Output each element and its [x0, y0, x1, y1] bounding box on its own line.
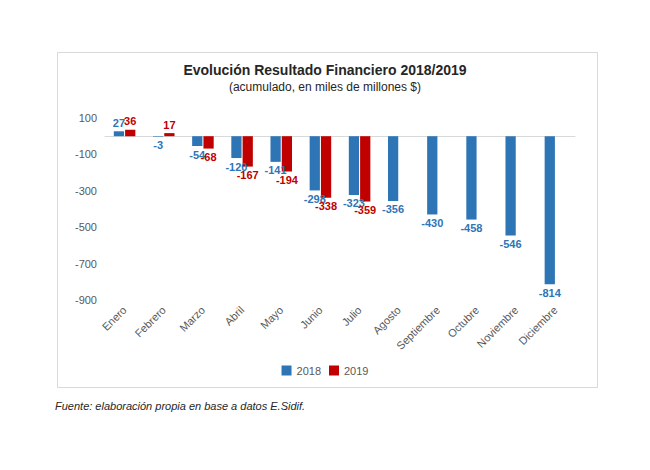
- svg-text:-458: -458: [460, 222, 482, 234]
- svg-text:-141: -141: [264, 164, 287, 177]
- svg-text:-359: -359: [354, 204, 376, 216]
- svg-text:Septiembre: Septiembre: [394, 304, 442, 352]
- svg-text:-546: -546: [500, 238, 522, 250]
- svg-text:-194: -194: [276, 174, 299, 186]
- svg-text:-430: -430: [421, 217, 443, 229]
- svg-text:Junio: Junio: [298, 304, 325, 331]
- svg-text:Noviembre: Noviembre: [474, 304, 520, 350]
- svg-text:-167: -167: [237, 169, 259, 181]
- svg-text:Fuente: elaboración propia en: Fuente: elaboración propia en base a dat…: [55, 400, 305, 412]
- svg-text:Abril: Abril: [222, 304, 246, 328]
- svg-text:17: 17: [163, 119, 175, 131]
- svg-text:-54: -54: [189, 148, 206, 161]
- svg-text:Agosto: Agosto: [370, 304, 403, 337]
- svg-text:-814: -814: [539, 287, 562, 299]
- svg-text:-500: -500: [75, 221, 97, 233]
- svg-text:Mayo: Mayo: [258, 304, 285, 331]
- svg-text:Julio: Julio: [339, 304, 363, 328]
- svg-text:Febrero: Febrero: [132, 304, 168, 340]
- svg-text:2018: 2018: [297, 365, 321, 377]
- svg-text:Evolución Resultado Financiero: Evolución Resultado Financiero 2018/2019: [183, 62, 466, 78]
- svg-text:-298: -298: [303, 192, 326, 205]
- svg-text:Enero: Enero: [100, 304, 129, 333]
- svg-text:2019: 2019: [344, 365, 368, 377]
- svg-text:-120: -120: [225, 160, 248, 173]
- svg-text:(acumulado, en miles de millon: (acumulado, en miles de millones $): [229, 80, 421, 94]
- svg-text:100: 100: [79, 112, 97, 124]
- svg-text:27: 27: [112, 116, 126, 129]
- svg-text:36: 36: [124, 115, 136, 127]
- svg-text:-68: -68: [201, 151, 217, 163]
- svg-text:Octubre: Octubre: [445, 304, 481, 340]
- svg-text:-300: -300: [75, 185, 97, 197]
- svg-text:Diciembre: Diciembre: [516, 304, 559, 347]
- svg-text:-3: -3: [153, 139, 163, 151]
- svg-text:-338: -338: [315, 200, 337, 212]
- svg-text:-356: -356: [382, 203, 404, 215]
- svg-text:Marzo: Marzo: [177, 304, 207, 334]
- svg-text:-100: -100: [75, 148, 97, 160]
- svg-text:-900: -900: [75, 294, 97, 306]
- svg-text:-700: -700: [75, 258, 97, 270]
